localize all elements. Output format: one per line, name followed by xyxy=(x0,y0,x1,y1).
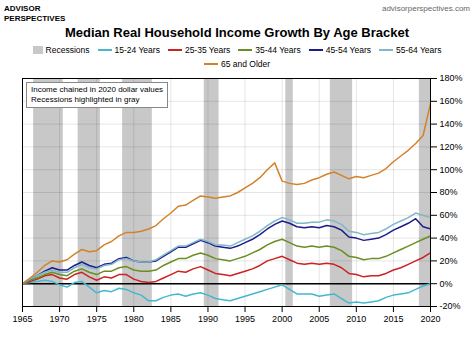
svg-text:120%: 120% xyxy=(440,142,463,152)
svg-text:140%: 140% xyxy=(440,119,463,129)
svg-text:80%: 80% xyxy=(440,187,458,197)
html-text:35-44 Years: 35-44 Years xyxy=(255,45,301,55)
html-text:ADVISOR PERSPECTIVES: ADVISOR PERSPECTIVES xyxy=(4,4,66,23)
svg-text:20%: 20% xyxy=(440,256,458,266)
svg-text:1975: 1975 xyxy=(87,314,107,324)
svg-text:2015: 2015 xyxy=(383,314,403,324)
html-text:Recessions: Recessions xyxy=(45,45,90,55)
html-text:45-54 Years: 45-54 Years xyxy=(325,45,371,55)
html-text:55-64 Years: 55-64 Years xyxy=(396,45,442,55)
svg-text:2005: 2005 xyxy=(309,314,329,324)
svg-text:60%: 60% xyxy=(440,210,458,220)
svg-text:2020: 2020 xyxy=(420,314,440,324)
html-text:Income chained in 2020 dollar: Income chained in 2020 dollar values Rec… xyxy=(31,85,164,104)
svg-text:1970: 1970 xyxy=(50,314,70,324)
svg-text:1965: 1965 xyxy=(12,314,32,324)
svg-text:1990: 1990 xyxy=(198,314,218,324)
html-text:65 and Older: 65 and Older xyxy=(220,59,271,69)
svg-text:40%: 40% xyxy=(440,233,458,243)
svg-text:2000: 2000 xyxy=(272,314,292,324)
svg-text:0%: 0% xyxy=(440,279,453,289)
html-text:Median Real Household Income G: Median Real Household Income Growth By A… xyxy=(65,25,409,40)
svg-text:1985: 1985 xyxy=(161,314,181,324)
svg-text:1995: 1995 xyxy=(235,314,255,324)
html-text:15-24 Years: 15-24 Years xyxy=(114,45,160,55)
svg-text:-20%: -20% xyxy=(440,301,461,311)
svg-text:160%: 160% xyxy=(440,96,463,106)
html-text:25-35 Years: 25-35 Years xyxy=(184,45,231,55)
html-text:advisorperspectives.com: advisorperspectives.com xyxy=(382,4,470,13)
svg-text:180%: 180% xyxy=(440,73,463,83)
svg-text:2010: 2010 xyxy=(346,314,366,324)
svg-text:1980: 1980 xyxy=(124,314,144,324)
svg-text:100%: 100% xyxy=(440,165,463,175)
